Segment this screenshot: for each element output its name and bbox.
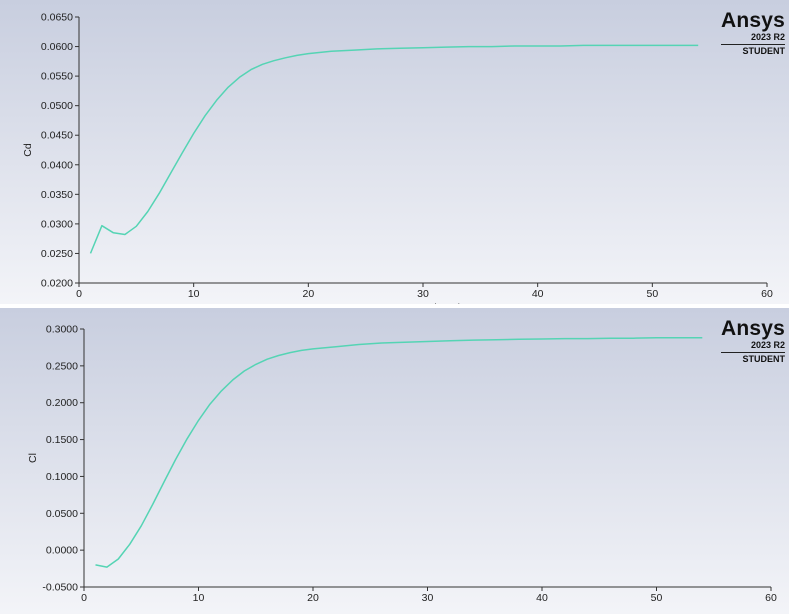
y-tick-label: 0.1000 <box>46 471 78 483</box>
logo-rule <box>720 352 785 353</box>
cl-chart: -0.0500 0.0000 0.0500 0.1000 0.1500 0.2000 0.2… <box>0 308 789 614</box>
y-tick-label: -0.0500 <box>42 582 78 594</box>
x-tick-label: 50 <box>646 288 658 300</box>
logo-version: 2023 R2 <box>750 32 785 42</box>
x-tick-label: 10 <box>193 592 205 604</box>
y-tick-label: 0.0550 <box>41 71 73 83</box>
y-tick-label: 0.0500 <box>46 508 78 520</box>
logo-brand: Ansys <box>720 9 785 32</box>
y-tick-label: 0.1500 <box>46 434 78 446</box>
y-tick-label: 0.0250 <box>41 248 73 260</box>
chart-background <box>0 308 789 614</box>
x-axis-label: iteration <box>434 302 472 304</box>
logo-tier: STUDENT <box>742 46 786 56</box>
series-line-0 <box>89 44 699 254</box>
x-tick-label: 10 <box>188 288 200 300</box>
x-tick-label: 20 <box>307 592 319 604</box>
logo-tier: STUDENT <box>742 354 786 364</box>
x-tick-label: 30 <box>422 592 434 604</box>
x-tick-label: 60 <box>765 592 777 604</box>
cl-chart-panel: -0.0500 0.0000 0.0500 0.1000 0.1500 0.2000 0.2… <box>0 308 789 614</box>
x-tick-label: 60 <box>761 288 773 300</box>
x-tick-label: 0 <box>81 592 87 604</box>
y-tick-label: 0.0350 <box>41 189 73 201</box>
series-line-0 <box>95 337 703 568</box>
chart-background <box>0 0 789 304</box>
y-tick-label: 0.0650 <box>41 12 73 24</box>
logo-rule <box>720 44 785 45</box>
logo-brand: Ansys <box>720 317 785 340</box>
y-axis-label: Cl <box>27 453 39 463</box>
y-tick-label: 0.0300 <box>41 218 73 230</box>
cd-chart: 0.0200 0.0250 0.0300 0.0350 0.0400 0.0450 0.05… <box>0 0 789 304</box>
y-tick-label: 0.0500 <box>41 100 73 112</box>
y-tick-label: 0.2500 <box>46 360 78 372</box>
x-tick-label: 40 <box>536 592 548 604</box>
y-tick-label: 0.0200 <box>41 278 73 290</box>
y-tick-label: 0.0000 <box>46 545 78 557</box>
y-tick-label: 0.0400 <box>41 159 73 171</box>
x-tick-label: 20 <box>302 288 314 300</box>
y-tick-label: 0.3000 <box>46 324 78 336</box>
ansys-logo: Ansys 2023 R2 STUDENT <box>720 317 786 365</box>
x-tick-label: 0 <box>76 288 82 300</box>
x-tick-label: 40 <box>532 288 544 300</box>
logo-version: 2023 R2 <box>750 340 785 350</box>
x-tick-label: 50 <box>651 592 663 604</box>
y-axis-label: Cd <box>22 143 34 157</box>
x-tick-label: 30 <box>417 288 429 300</box>
ansys-logo: Ansys 2023 R2 STUDENT <box>720 9 786 57</box>
y-tick-label: 0.0450 <box>41 130 73 142</box>
y-tick-label: 0.0600 <box>41 41 73 53</box>
cd-chart-panel: 0.0200 0.0250 0.0300 0.0350 0.0400 0.0450 0.05… <box>0 0 789 304</box>
y-tick-label: 0.2000 <box>46 397 78 409</box>
